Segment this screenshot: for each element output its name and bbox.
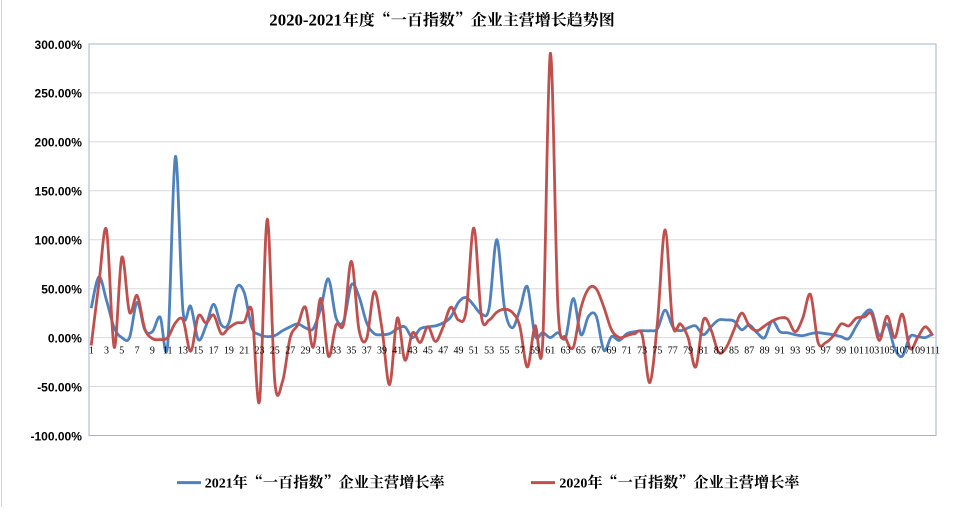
svg-text:109: 109 bbox=[910, 345, 925, 356]
svg-text:111: 111 bbox=[926, 345, 940, 356]
svg-text:250.00%: 250.00% bbox=[35, 87, 83, 101]
svg-text:53: 53 bbox=[484, 345, 494, 356]
svg-text:103: 103 bbox=[864, 345, 879, 356]
svg-text:79: 79 bbox=[683, 345, 693, 356]
svg-text:43: 43 bbox=[408, 345, 418, 356]
svg-text:31: 31 bbox=[316, 345, 326, 356]
svg-text:33: 33 bbox=[331, 345, 341, 356]
svg-text:0.00%: 0.00% bbox=[48, 331, 82, 345]
svg-text:3: 3 bbox=[104, 345, 109, 356]
svg-text:81: 81 bbox=[698, 345, 708, 356]
svg-text:35: 35 bbox=[346, 345, 356, 356]
svg-text:25: 25 bbox=[270, 345, 280, 356]
svg-text:300.00%: 300.00% bbox=[35, 38, 83, 52]
svg-text:61: 61 bbox=[545, 345, 555, 356]
svg-text:5: 5 bbox=[119, 345, 124, 356]
svg-text:50.00%: 50.00% bbox=[41, 283, 82, 297]
svg-text:91: 91 bbox=[775, 345, 785, 356]
svg-text:101: 101 bbox=[849, 345, 864, 356]
svg-text:95: 95 bbox=[806, 345, 816, 356]
svg-text:15: 15 bbox=[193, 345, 203, 356]
svg-text:2020-2021: 2020-2021 bbox=[269, 10, 342, 29]
svg-text:2020: 2020 bbox=[559, 477, 587, 492]
svg-text:19: 19 bbox=[224, 345, 234, 356]
svg-text:21: 21 bbox=[239, 345, 249, 356]
svg-text:69: 69 bbox=[607, 345, 617, 356]
svg-text:11: 11 bbox=[163, 345, 173, 356]
svg-text:71: 71 bbox=[622, 345, 632, 356]
svg-text:105: 105 bbox=[880, 345, 895, 356]
svg-text:49: 49 bbox=[454, 345, 464, 356]
svg-text:75: 75 bbox=[652, 345, 662, 356]
svg-text:27: 27 bbox=[285, 345, 295, 356]
svg-text:47: 47 bbox=[438, 345, 448, 356]
svg-text:41: 41 bbox=[392, 345, 402, 356]
svg-text:150.00%: 150.00% bbox=[35, 185, 83, 199]
svg-text:1: 1 bbox=[89, 345, 94, 356]
svg-text:89: 89 bbox=[760, 345, 770, 356]
svg-text:17: 17 bbox=[209, 345, 219, 356]
svg-text:59: 59 bbox=[530, 345, 540, 356]
svg-text:51: 51 bbox=[469, 345, 479, 356]
svg-text:39: 39 bbox=[377, 345, 387, 356]
svg-text:23: 23 bbox=[255, 345, 265, 356]
svg-text:9: 9 bbox=[150, 345, 155, 356]
svg-text:87: 87 bbox=[744, 345, 754, 356]
svg-text:57: 57 bbox=[515, 345, 525, 356]
svg-text:-100.00%: -100.00% bbox=[31, 429, 83, 443]
svg-text:45: 45 bbox=[423, 345, 433, 356]
svg-text:99: 99 bbox=[836, 345, 846, 356]
svg-text:93: 93 bbox=[790, 345, 800, 356]
svg-text:13: 13 bbox=[178, 345, 188, 356]
svg-text:29: 29 bbox=[301, 345, 311, 356]
svg-text:65: 65 bbox=[576, 345, 586, 356]
svg-text:200.00%: 200.00% bbox=[35, 136, 83, 150]
svg-text:107: 107 bbox=[895, 345, 910, 356]
svg-text:-50.00%: -50.00% bbox=[37, 380, 82, 394]
svg-text:97: 97 bbox=[821, 345, 831, 356]
svg-text:2021: 2021 bbox=[205, 477, 233, 492]
svg-text:85: 85 bbox=[729, 345, 739, 356]
svg-text:67: 67 bbox=[591, 345, 601, 356]
svg-text:73: 73 bbox=[637, 345, 647, 356]
svg-text:77: 77 bbox=[668, 345, 678, 356]
svg-text:100.00%: 100.00% bbox=[35, 234, 83, 248]
svg-text:55: 55 bbox=[499, 345, 509, 356]
svg-text:63: 63 bbox=[561, 345, 571, 356]
svg-text:37: 37 bbox=[362, 345, 372, 356]
svg-text:83: 83 bbox=[714, 345, 724, 356]
svg-text:7: 7 bbox=[135, 345, 140, 356]
